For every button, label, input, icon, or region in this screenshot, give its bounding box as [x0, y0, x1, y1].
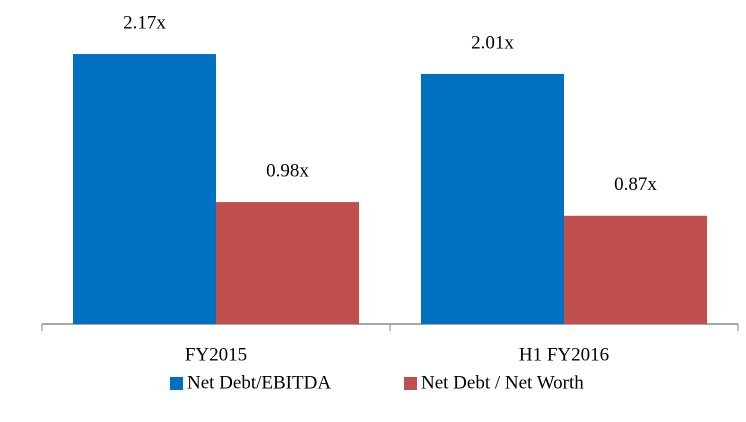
bar	[564, 215, 707, 324]
bar	[73, 54, 216, 324]
x-tick-label: H1 FY2016	[519, 344, 609, 365]
legend-label: Net Debt / Net Worth	[421, 372, 584, 393]
legend-swatch	[404, 377, 417, 390]
legend-swatch	[170, 377, 183, 390]
bar	[216, 202, 359, 324]
data-label: 2.01x	[471, 32, 514, 53]
data-label: 2.17x	[123, 12, 166, 33]
data-label: 0.98x	[266, 160, 309, 181]
data-label: 0.87x	[614, 174, 657, 195]
x-tick-label: FY2015	[185, 344, 247, 365]
bar	[421, 73, 564, 325]
legend-label: Net Debt/EBITDA	[187, 372, 331, 393]
